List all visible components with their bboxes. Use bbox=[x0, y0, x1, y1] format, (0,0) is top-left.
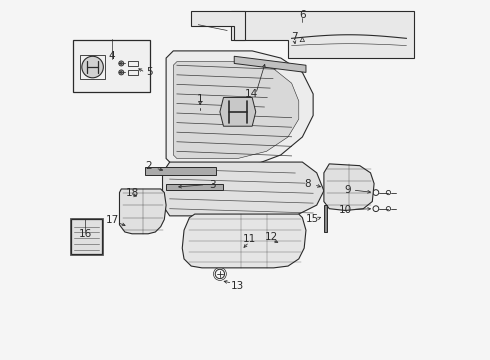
Text: 6: 6 bbox=[299, 10, 306, 20]
Bar bbox=[128, 69, 139, 75]
Circle shape bbox=[119, 61, 124, 66]
Polygon shape bbox=[163, 162, 324, 216]
Polygon shape bbox=[324, 205, 327, 232]
Text: 14: 14 bbox=[245, 89, 258, 99]
Polygon shape bbox=[182, 214, 306, 268]
Circle shape bbox=[119, 70, 124, 75]
Text: 15: 15 bbox=[306, 214, 319, 224]
Circle shape bbox=[299, 41, 305, 47]
Bar bbox=[128, 60, 139, 66]
Text: 12: 12 bbox=[265, 232, 278, 242]
Polygon shape bbox=[234, 56, 306, 72]
Text: 18: 18 bbox=[125, 188, 139, 198]
Polygon shape bbox=[166, 184, 223, 190]
Polygon shape bbox=[120, 189, 166, 234]
Text: 17: 17 bbox=[106, 215, 119, 225]
Circle shape bbox=[82, 56, 103, 78]
Text: 9: 9 bbox=[344, 185, 350, 195]
Text: 5: 5 bbox=[147, 67, 153, 77]
Bar bbox=[73, 40, 150, 92]
Text: 11: 11 bbox=[243, 234, 256, 244]
Polygon shape bbox=[231, 12, 414, 58]
Bar bbox=[80, 55, 105, 79]
Bar bbox=[71, 220, 101, 253]
Text: 16: 16 bbox=[79, 229, 92, 239]
Text: 8: 8 bbox=[304, 179, 311, 189]
Polygon shape bbox=[324, 164, 374, 211]
Polygon shape bbox=[220, 98, 256, 126]
Text: 1: 1 bbox=[197, 94, 203, 104]
Polygon shape bbox=[191, 12, 245, 40]
Polygon shape bbox=[145, 167, 216, 175]
Text: 2: 2 bbox=[145, 161, 151, 171]
Text: 13: 13 bbox=[230, 281, 244, 291]
Polygon shape bbox=[173, 62, 299, 158]
Text: 7: 7 bbox=[291, 32, 297, 41]
Text: 4: 4 bbox=[108, 51, 115, 61]
Polygon shape bbox=[166, 51, 313, 166]
Text: 3: 3 bbox=[209, 180, 216, 190]
Text: 10: 10 bbox=[339, 206, 352, 216]
Bar bbox=[70, 219, 102, 255]
